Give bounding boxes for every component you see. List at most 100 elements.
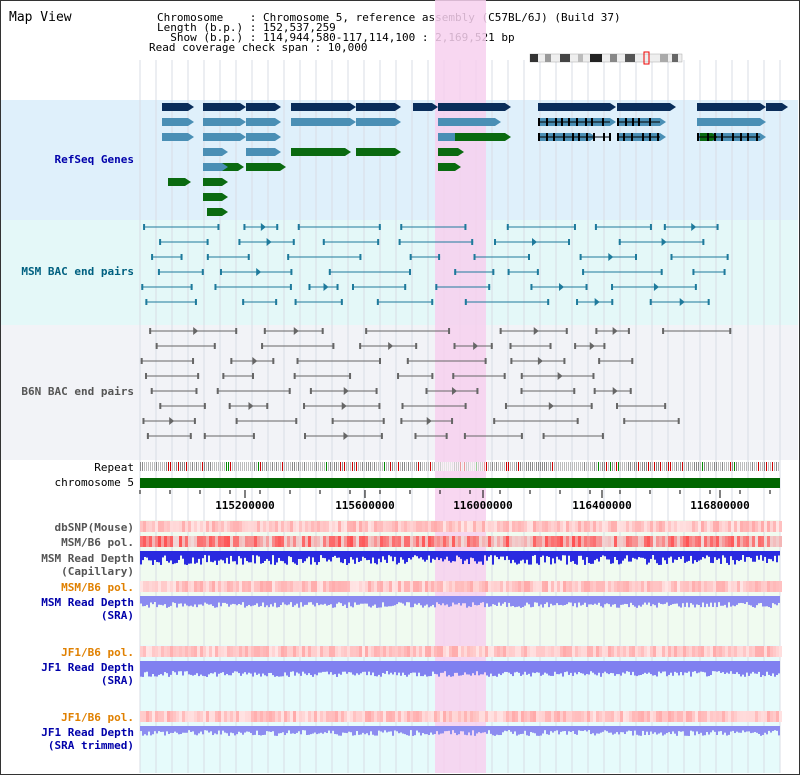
depth-bar bbox=[598, 726, 600, 734]
depth-bar bbox=[614, 661, 616, 676]
polymorphism-cell bbox=[422, 581, 425, 592]
polymorphism-cell bbox=[725, 581, 728, 592]
polymorphism-cell bbox=[371, 521, 374, 532]
depth-bar bbox=[520, 726, 522, 735]
polymorphism-cell bbox=[341, 521, 344, 532]
depth-bar bbox=[476, 661, 478, 672]
bac-end bbox=[431, 299, 434, 305]
depth-bar bbox=[210, 661, 212, 674]
depth-bar bbox=[652, 551, 654, 556]
polymorphism-cell bbox=[656, 711, 659, 722]
polymorphism-cell bbox=[461, 646, 464, 657]
polymorphism-cell bbox=[761, 646, 764, 657]
polymorphism-cell bbox=[545, 581, 548, 592]
repeat-mark bbox=[316, 462, 317, 471]
depth-bar bbox=[450, 661, 452, 677]
depth-bar bbox=[702, 551, 704, 558]
polymorphism-cell bbox=[695, 581, 698, 592]
polymorphism-cell bbox=[173, 521, 176, 532]
polymorphism-cell bbox=[632, 521, 635, 532]
repeat-mark bbox=[220, 462, 221, 471]
polymorphism-cell bbox=[362, 536, 365, 547]
depth-bar bbox=[534, 596, 536, 603]
polymorphism-cell bbox=[752, 646, 755, 657]
polymorphism-cell bbox=[641, 581, 644, 592]
bac-end bbox=[576, 418, 579, 424]
depth-bar bbox=[634, 551, 636, 559]
polymorphism-cell bbox=[452, 581, 455, 592]
polymorphism-cell bbox=[410, 581, 413, 592]
polymorphism-cell bbox=[473, 646, 476, 657]
depth-bar bbox=[270, 551, 272, 565]
polymorphism-cell bbox=[467, 646, 470, 657]
exon-tick bbox=[625, 118, 627, 126]
depth-bar bbox=[458, 726, 460, 735]
depth-bar bbox=[146, 596, 148, 605]
repeat-mark bbox=[274, 462, 275, 471]
exon-tick bbox=[617, 133, 619, 141]
depth-bar bbox=[202, 551, 204, 559]
depth-bar bbox=[226, 551, 228, 558]
depth-bar bbox=[650, 596, 652, 607]
polymorphism-cell bbox=[704, 581, 707, 592]
depth-bar bbox=[590, 661, 592, 672]
depth-bar bbox=[548, 551, 550, 557]
polymorphism-cell bbox=[389, 581, 392, 592]
depth-bar bbox=[334, 596, 336, 608]
depth-bar bbox=[604, 551, 606, 557]
depth-bar bbox=[160, 596, 162, 605]
polymorphism-cell bbox=[692, 581, 695, 592]
bac-arrow bbox=[661, 238, 667, 246]
depth-bar bbox=[484, 551, 486, 556]
polymorphism-cell bbox=[698, 521, 701, 532]
depth-bar bbox=[422, 596, 424, 608]
bac-end bbox=[194, 299, 197, 305]
depth-bar bbox=[762, 661, 764, 676]
depth-bar bbox=[216, 661, 218, 677]
polymorphism-cell bbox=[281, 521, 284, 532]
polymorphism-cell bbox=[692, 646, 695, 657]
depth-bar bbox=[760, 661, 762, 677]
polymorphism-cell bbox=[686, 711, 689, 722]
polymorphism-cell bbox=[743, 646, 746, 657]
repeat-mark bbox=[326, 462, 327, 471]
depth-bar bbox=[746, 661, 748, 673]
polymorphism-cell bbox=[392, 646, 395, 657]
repeat-mark bbox=[204, 462, 205, 471]
bac-end bbox=[151, 254, 154, 260]
polymorphism-cell bbox=[407, 581, 410, 592]
polymorphism-cell bbox=[716, 536, 719, 547]
depth-bar bbox=[258, 726, 260, 736]
repeat-mark bbox=[500, 462, 501, 471]
polymorphism-cell bbox=[458, 581, 461, 592]
depth-bar bbox=[644, 596, 646, 603]
polymorphism-cell bbox=[548, 581, 551, 592]
depth-bar bbox=[438, 551, 440, 561]
repeat-mark bbox=[494, 462, 495, 471]
depth-bar bbox=[532, 661, 534, 673]
depth-bar bbox=[306, 726, 308, 736]
polymorphism-cell bbox=[413, 581, 416, 592]
polymorphism-cell bbox=[467, 711, 470, 722]
depth-bar bbox=[152, 726, 154, 735]
depth-bar bbox=[348, 661, 350, 673]
repeat-mark bbox=[174, 462, 175, 471]
bac-end bbox=[464, 403, 467, 409]
polymorphism-cell bbox=[197, 711, 200, 722]
polymorphism-cell bbox=[308, 536, 311, 547]
bac-end bbox=[716, 224, 719, 230]
depth-bar bbox=[228, 726, 230, 736]
polymorphism-cell bbox=[365, 646, 368, 657]
depth-bar bbox=[434, 551, 436, 560]
gene-arrow bbox=[222, 148, 228, 156]
polymorphism-cell bbox=[395, 711, 398, 722]
bac-arrow bbox=[691, 223, 697, 231]
polymorphism-cell bbox=[482, 646, 485, 657]
polymorphism-cell bbox=[320, 536, 323, 547]
polymorphism-cell bbox=[440, 536, 443, 547]
polymorphism-cell bbox=[209, 711, 212, 722]
depth-bar bbox=[654, 661, 656, 676]
repeat-mark bbox=[616, 462, 617, 471]
depth-bar bbox=[476, 596, 478, 606]
